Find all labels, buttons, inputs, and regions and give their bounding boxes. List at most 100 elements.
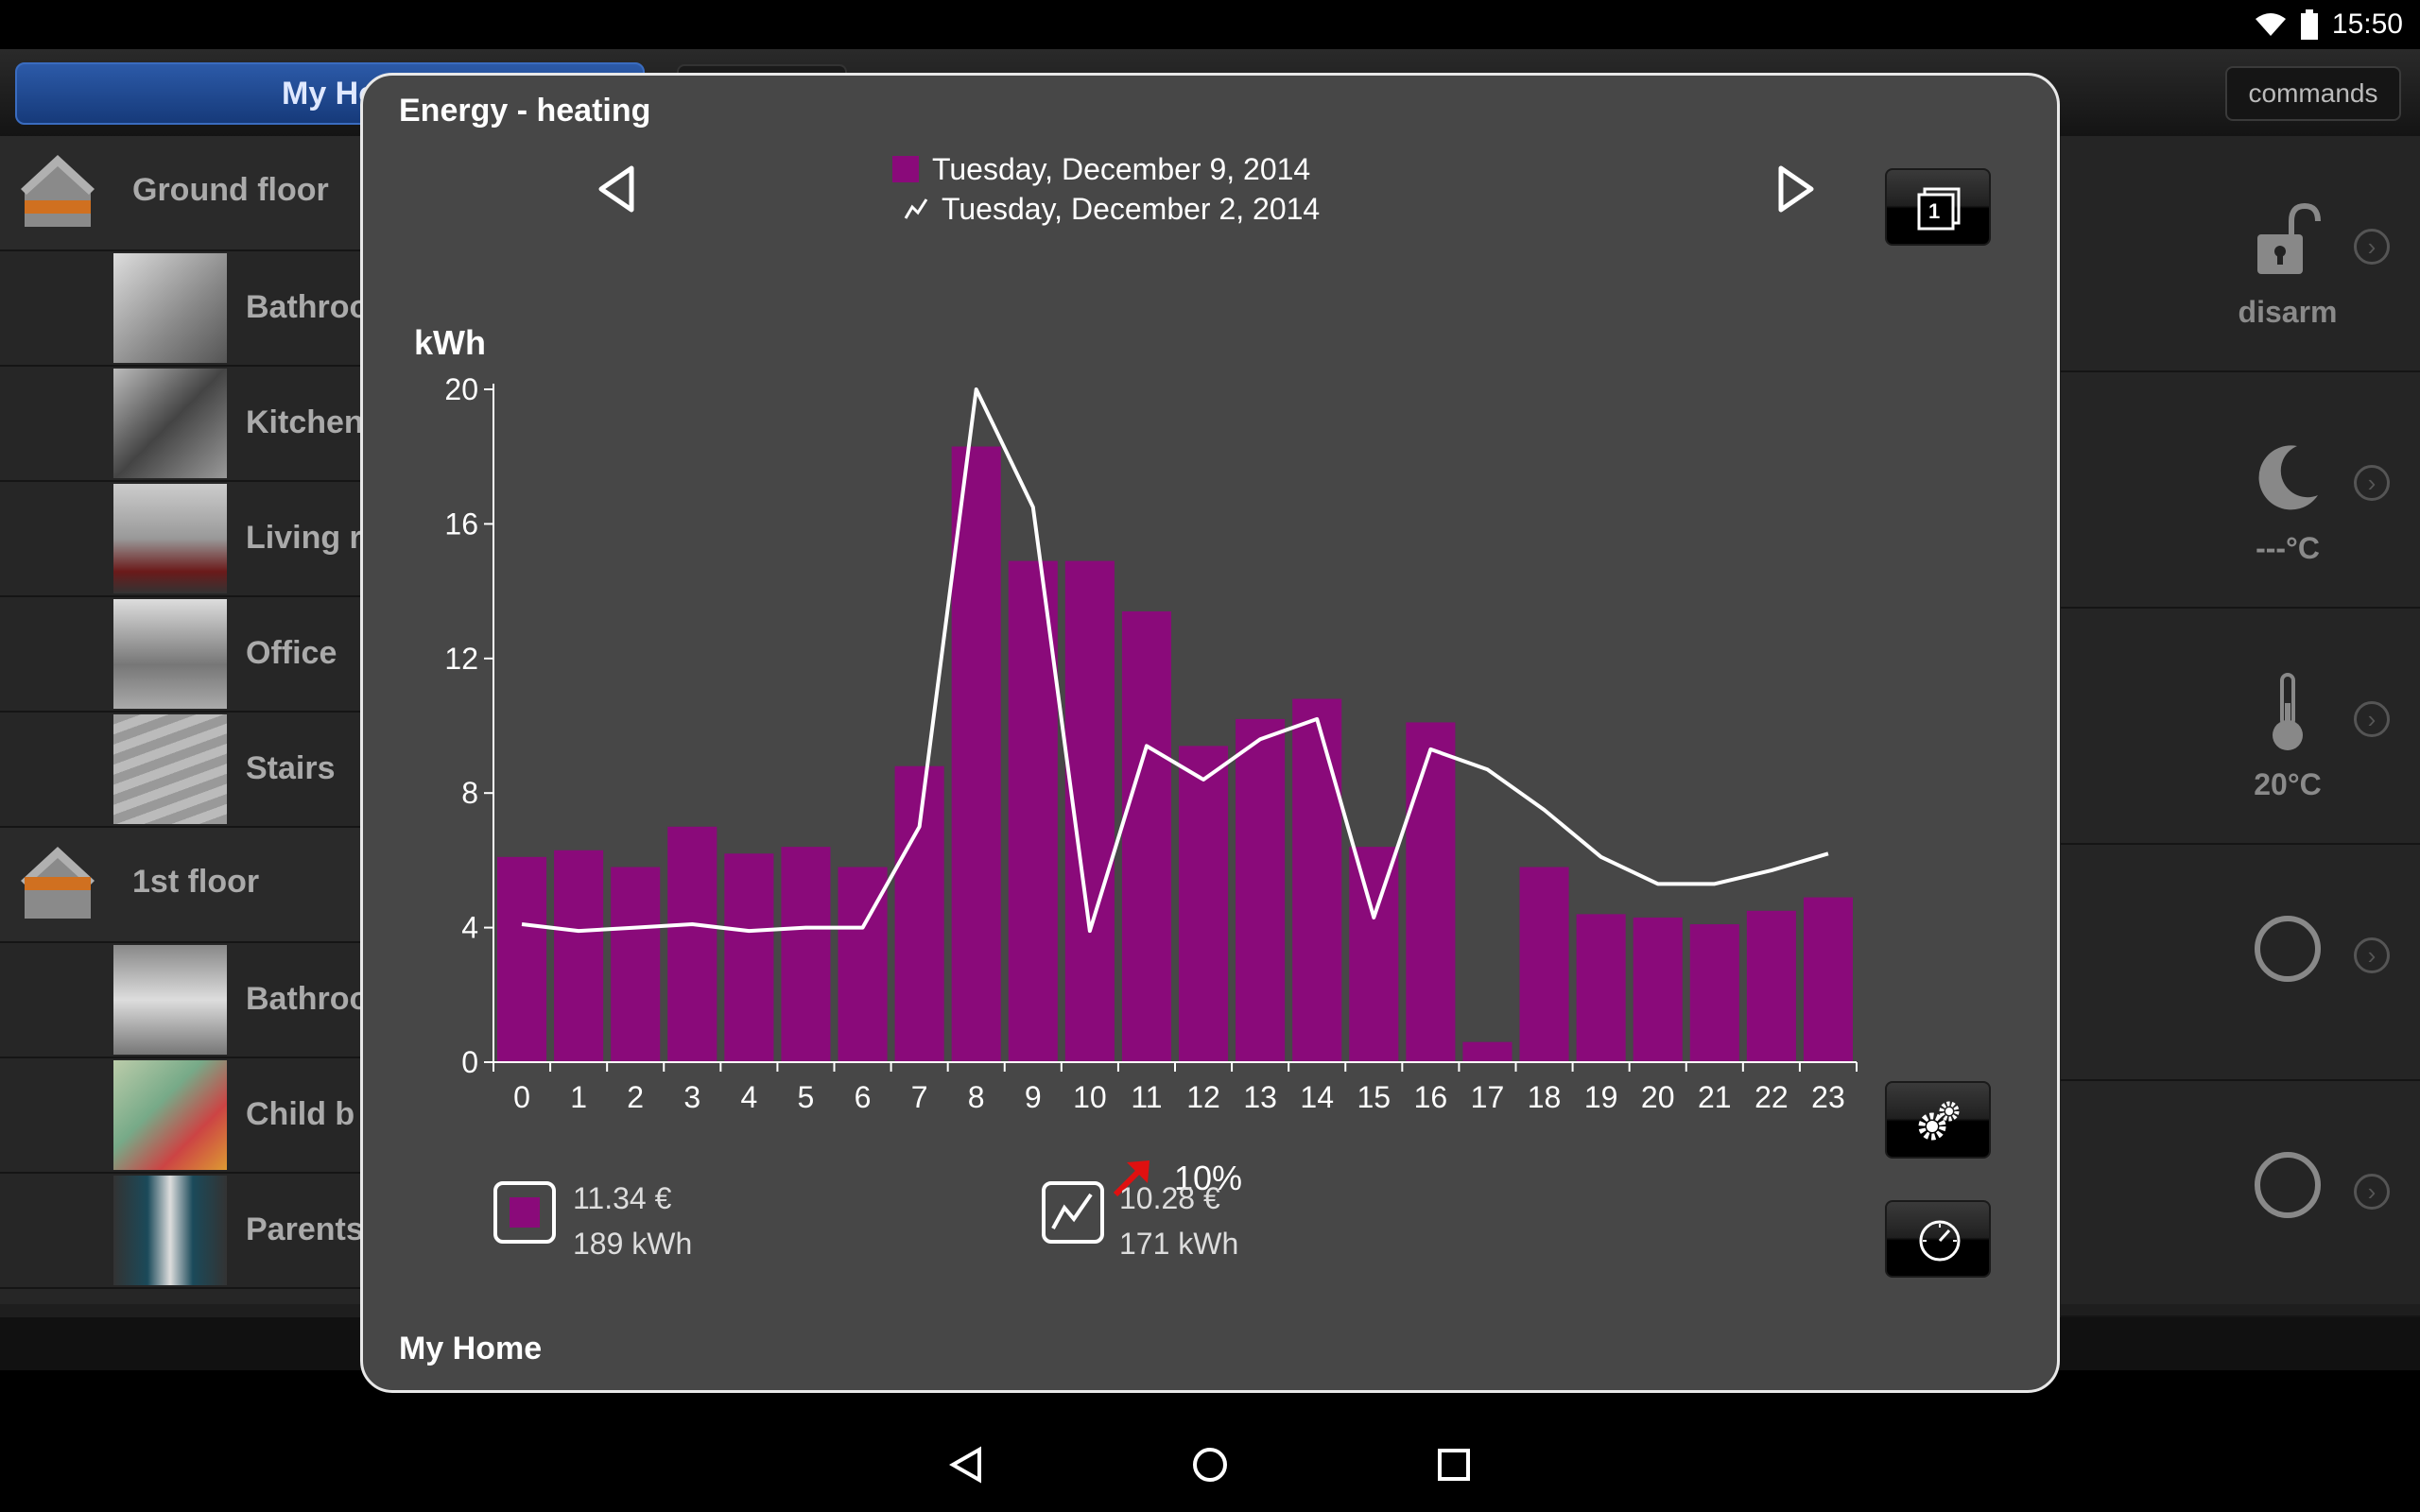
house-icon [21, 847, 95, 919]
y-tick-label: 4 [461, 911, 478, 945]
chart-bar [1633, 917, 1683, 1062]
chart-bar [1746, 910, 1796, 1062]
current-summary: 11.34 € 189 kWh [573, 1176, 692, 1266]
temperature-label: 20°C [2254, 767, 2322, 801]
x-tick-label: 9 [1025, 1080, 1042, 1114]
floor-row-ground[interactable]: Ground floor [0, 136, 378, 251]
chevron-right-icon[interactable]: › [2354, 1174, 2390, 1210]
settings-button[interactable] [1885, 1081, 1991, 1159]
x-tick-label: 8 [968, 1080, 985, 1114]
x-tick-label: 12 [1186, 1080, 1220, 1114]
dialog-footer: My Home [399, 1331, 543, 1366]
gears-icon [1918, 1101, 1960, 1141]
room-name: Child b [246, 1096, 355, 1132]
room-row[interactable]: Bathroo [0, 251, 378, 367]
home-nav-icon[interactable] [1191, 1446, 1229, 1484]
chevron-right-icon[interactable]: › [2354, 937, 2390, 973]
system-nav-bar [0, 1370, 2420, 1512]
back-nav-icon[interactable] [949, 1446, 983, 1484]
chart-bar [1519, 867, 1569, 1062]
previous-day-icon[interactable] [590, 161, 647, 217]
x-tick-label: 11 [1131, 1080, 1162, 1114]
legend-line-label: Tuesday, December 2, 2014 [942, 191, 1321, 226]
house-icon [21, 155, 95, 227]
room-row[interactable]: Living r [0, 482, 378, 597]
line-chart-icon [1051, 1193, 1093, 1229]
chart-bar [1576, 914, 1626, 1062]
x-tick-label: 10 [1073, 1080, 1107, 1114]
wifi-icon [2255, 13, 2286, 36]
chart-bar [1406, 722, 1456, 1062]
meter-button[interactable] [1885, 1200, 1991, 1278]
current-cost: 11.34 € [573, 1181, 672, 1215]
thermometer-icon [2273, 673, 2303, 750]
room-row[interactable]: Kitchen [0, 367, 378, 482]
chart-bar [497, 856, 547, 1062]
mode-row[interactable]: ---°C › [2061, 372, 2420, 609]
room-thumbnail [113, 369, 227, 478]
temperature-row[interactable]: 20°C › [2061, 609, 2420, 845]
current-summary-icon [493, 1181, 556, 1244]
room-thumbnail [113, 1176, 227, 1285]
mode-label: ---°C [2256, 531, 2320, 565]
room-row[interactable]: Office [0, 597, 378, 713]
room-row[interactable]: Parents [0, 1174, 378, 1289]
gauge-icon [1919, 1220, 1961, 1262]
next-day-icon[interactable] [1766, 161, 1823, 217]
x-tick-label: 17 [1471, 1080, 1505, 1114]
x-tick-label: 2 [627, 1080, 644, 1114]
room-thumbnail [113, 599, 227, 709]
chart-bar [1349, 847, 1399, 1062]
recents-nav-icon[interactable] [1435, 1446, 1473, 1484]
room-thumbnail [113, 484, 227, 593]
floor-row-first[interactable]: 1st floor [0, 828, 378, 943]
room-row[interactable]: Child b [0, 1058, 378, 1174]
chart-bar [667, 826, 717, 1062]
circle-icon [2255, 916, 2321, 982]
x-tick-label: 20 [1641, 1080, 1675, 1114]
x-tick-label: 22 [1754, 1080, 1789, 1114]
bar-swatch [510, 1197, 540, 1228]
room-row[interactable]: Stairs [0, 713, 378, 828]
x-tick-label: 15 [1357, 1080, 1391, 1114]
room-name: Parents [246, 1211, 364, 1247]
calendar-icon [1917, 187, 1961, 231]
trend-up-arrow-icon [1113, 1160, 1150, 1197]
x-tick-label: 23 [1811, 1080, 1845, 1114]
status-bar: 15:50 [0, 0, 2420, 49]
x-tick-label: 13 [1243, 1080, 1277, 1114]
chart-bar [1008, 560, 1058, 1062]
previous-summary-icon [1042, 1181, 1104, 1244]
room-name: Living r [246, 520, 362, 556]
room-row[interactable]: Bathroo [0, 943, 378, 1058]
unlock-icon [2257, 202, 2321, 274]
trend-indicator: 10% [1110, 1157, 1242, 1200]
rooms-list: Ground floor Bathroo Kitchen Living r Of… [0, 136, 378, 1304]
x-tick-label: 7 [911, 1080, 928, 1114]
chart-bar [894, 765, 944, 1062]
y-tick-label: 12 [444, 642, 478, 676]
chart-bar [1179, 746, 1229, 1062]
x-tick-label: 21 [1698, 1080, 1732, 1114]
x-tick-label: 6 [855, 1080, 872, 1114]
chart-bar [554, 850, 604, 1062]
y-tick-label: 16 [444, 507, 478, 541]
calendar-button[interactable]: 1 [1885, 168, 1991, 246]
commands-button[interactable]: commands [2225, 66, 2401, 121]
comparison-line [521, 387, 1829, 934]
x-tick-label: 3 [683, 1080, 700, 1114]
legend-bars-label: Tuesday, December 9, 2014 [932, 151, 1311, 186]
legend-item-bars: Tuesday, December 9, 2014 [892, 149, 1573, 189]
chart-bar [1689, 924, 1739, 1062]
chevron-right-icon[interactable]: › [2354, 229, 2390, 265]
chevron-right-icon[interactable]: › [2354, 465, 2390, 501]
circle-icon [2255, 1152, 2321, 1218]
moon-icon [2258, 445, 2318, 510]
room-name: Kitchen [246, 404, 364, 440]
room-name: Bathroo [246, 981, 370, 1017]
security-row[interactable]: disarm › [2061, 136, 2420, 372]
chevron-right-icon[interactable]: › [2354, 701, 2390, 737]
chart-bar [1121, 610, 1171, 1062]
device-row[interactable]: › [2061, 1081, 2420, 1317]
device-row[interactable]: › [2061, 845, 2420, 1081]
